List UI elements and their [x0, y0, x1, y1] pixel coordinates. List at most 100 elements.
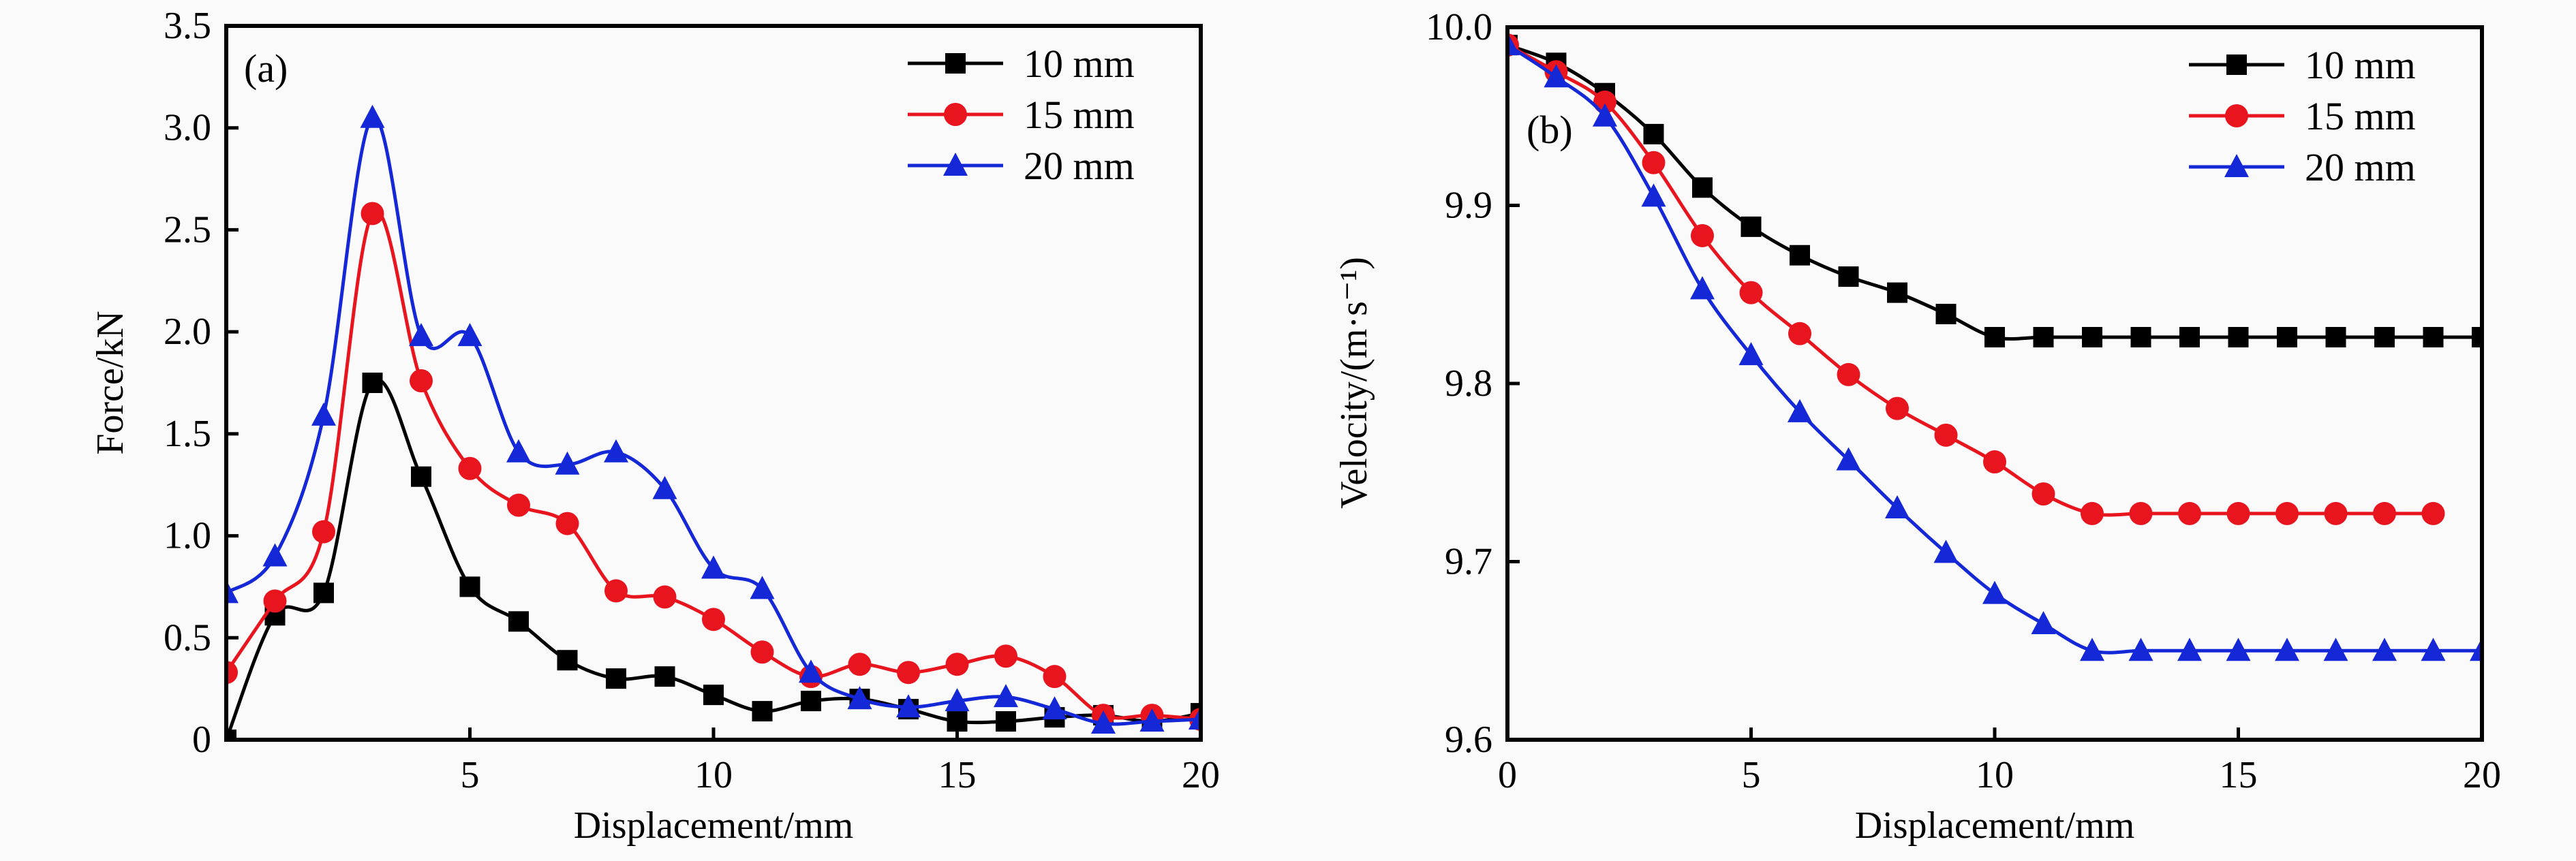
- circle-marker: [1642, 151, 1666, 174]
- circle-marker: [458, 456, 482, 480]
- square-marker: [1935, 304, 1957, 325]
- y-tick-label: 9.8: [1445, 362, 1492, 405]
- square-marker: [508, 611, 529, 632]
- circle-marker: [1691, 223, 1714, 247]
- legend-item: 20 mm: [2189, 145, 2416, 189]
- y-tick-label: 2.5: [164, 208, 211, 251]
- square-marker: [752, 701, 773, 722]
- series-15-mm: [226, 202, 1201, 732]
- triangle-marker: [750, 576, 775, 599]
- circle-marker: [555, 512, 579, 535]
- triangle-marker: [1933, 539, 1959, 563]
- circle-marker: [2225, 104, 2248, 127]
- triangle-marker: [945, 688, 970, 712]
- triangle-marker: [799, 659, 823, 683]
- triangle-marker: [1042, 696, 1067, 720]
- square-marker: [313, 582, 334, 604]
- legend-label: 10 mm: [2305, 43, 2416, 87]
- square-marker: [2082, 327, 2102, 348]
- y-axis-label-b: Velocity/(m·s⁻¹): [1333, 257, 1375, 509]
- triangle-marker: [1139, 708, 1165, 732]
- legend-label: 10 mm: [1024, 42, 1135, 86]
- square-marker: [1692, 177, 1713, 198]
- triangle-marker: [262, 543, 288, 567]
- circle-marker: [2129, 501, 2153, 525]
- circle-marker: [2373, 501, 2396, 525]
- square-marker: [703, 685, 724, 706]
- triangle-marker: [409, 323, 433, 347]
- triangle-marker: [1641, 183, 1666, 207]
- circle-marker: [653, 585, 677, 609]
- triangle-marker: [1593, 103, 1617, 127]
- circle-marker: [1739, 281, 1763, 304]
- circle-marker: [1043, 665, 1067, 689]
- triangle-marker: [701, 555, 726, 579]
- circle-marker: [2031, 482, 2055, 506]
- circle-marker: [1837, 362, 1860, 386]
- y-tick-label: 0: [192, 719, 211, 761]
- square-marker: [2423, 327, 2444, 348]
- x-tick-label: 10: [1976, 754, 2014, 796]
- circle-marker: [897, 661, 920, 685]
- square-marker: [411, 466, 431, 487]
- y-tick-label: 0.5: [164, 616, 211, 659]
- triangle-marker: [506, 439, 531, 463]
- circle-marker: [2421, 501, 2445, 525]
- triangle-marker: [2224, 154, 2249, 177]
- square-marker: [2130, 327, 2151, 348]
- triangle-marker: [555, 451, 580, 475]
- y-tick-label: 1.5: [164, 413, 211, 455]
- legend-item: 10 mm: [908, 42, 1135, 86]
- circle-marker: [945, 653, 969, 676]
- circle-marker: [2324, 501, 2348, 525]
- chart-a: (a) Displacement/mm Force/kN 5 10 15 20 0 0.5…: [89, 5, 1220, 847]
- circle-marker: [1886, 396, 1909, 420]
- square-marker: [801, 691, 821, 712]
- series-20-mm: [1507, 32, 2482, 661]
- square-marker: [2472, 327, 2482, 348]
- circle-marker: [1983, 450, 2006, 474]
- triangle-marker: [311, 402, 336, 426]
- circle-marker: [507, 493, 530, 517]
- chart-b: (b) Displacement/mm Velocity/(m·s⁻¹) 0 5 1…: [1333, 6, 2501, 847]
- circle-marker: [312, 520, 335, 544]
- y-tick-label: 1.0: [164, 515, 211, 557]
- legend-label: 15 mm: [1024, 93, 1135, 137]
- series-10-mm: [1507, 35, 2482, 348]
- y-axis-label-a: Force/kN: [89, 311, 132, 455]
- panel-label-b: (b): [1527, 108, 1573, 152]
- legend-item: 15 mm: [2189, 94, 2416, 138]
- triangle-marker: [1788, 398, 1812, 422]
- triangle-marker: [994, 684, 1018, 708]
- triangle-marker: [1738, 342, 1764, 366]
- triangle-marker: [2323, 638, 2348, 661]
- circle-marker: [2081, 501, 2104, 525]
- x-tick-label: 15: [938, 754, 977, 796]
- square-marker: [2226, 54, 2247, 75]
- x-tick-label: 5: [1742, 754, 1761, 796]
- series-10-mm: [226, 373, 1201, 740]
- triangle-marker: [1885, 495, 1910, 519]
- triangle-marker: [1507, 32, 1520, 56]
- x-tick-label: 5: [461, 754, 480, 796]
- triangle-marker: [847, 686, 872, 710]
- legend-label: 20 mm: [1024, 144, 1135, 188]
- legend-label: 20 mm: [2305, 145, 2416, 189]
- square-marker: [362, 373, 383, 393]
- square-marker: [2374, 327, 2395, 348]
- square-marker: [226, 730, 236, 740]
- series-line: [1507, 43, 2434, 517]
- circle-marker: [750, 640, 774, 664]
- square-marker: [1741, 216, 1762, 237]
- triangle-marker: [2128, 638, 2153, 661]
- triangle-marker: [896, 694, 921, 718]
- square-marker: [1984, 327, 2005, 348]
- square-marker: [1838, 266, 1859, 287]
- y-tick-label: 9.7: [1445, 541, 1492, 583]
- triangle-marker: [2470, 638, 2482, 661]
- x-tick-label: 20: [2463, 754, 2501, 796]
- series-20-mm: [226, 104, 1201, 734]
- square-marker: [2179, 327, 2200, 348]
- triangle-marker: [2177, 638, 2202, 661]
- y-tick-label: 2.0: [164, 311, 211, 353]
